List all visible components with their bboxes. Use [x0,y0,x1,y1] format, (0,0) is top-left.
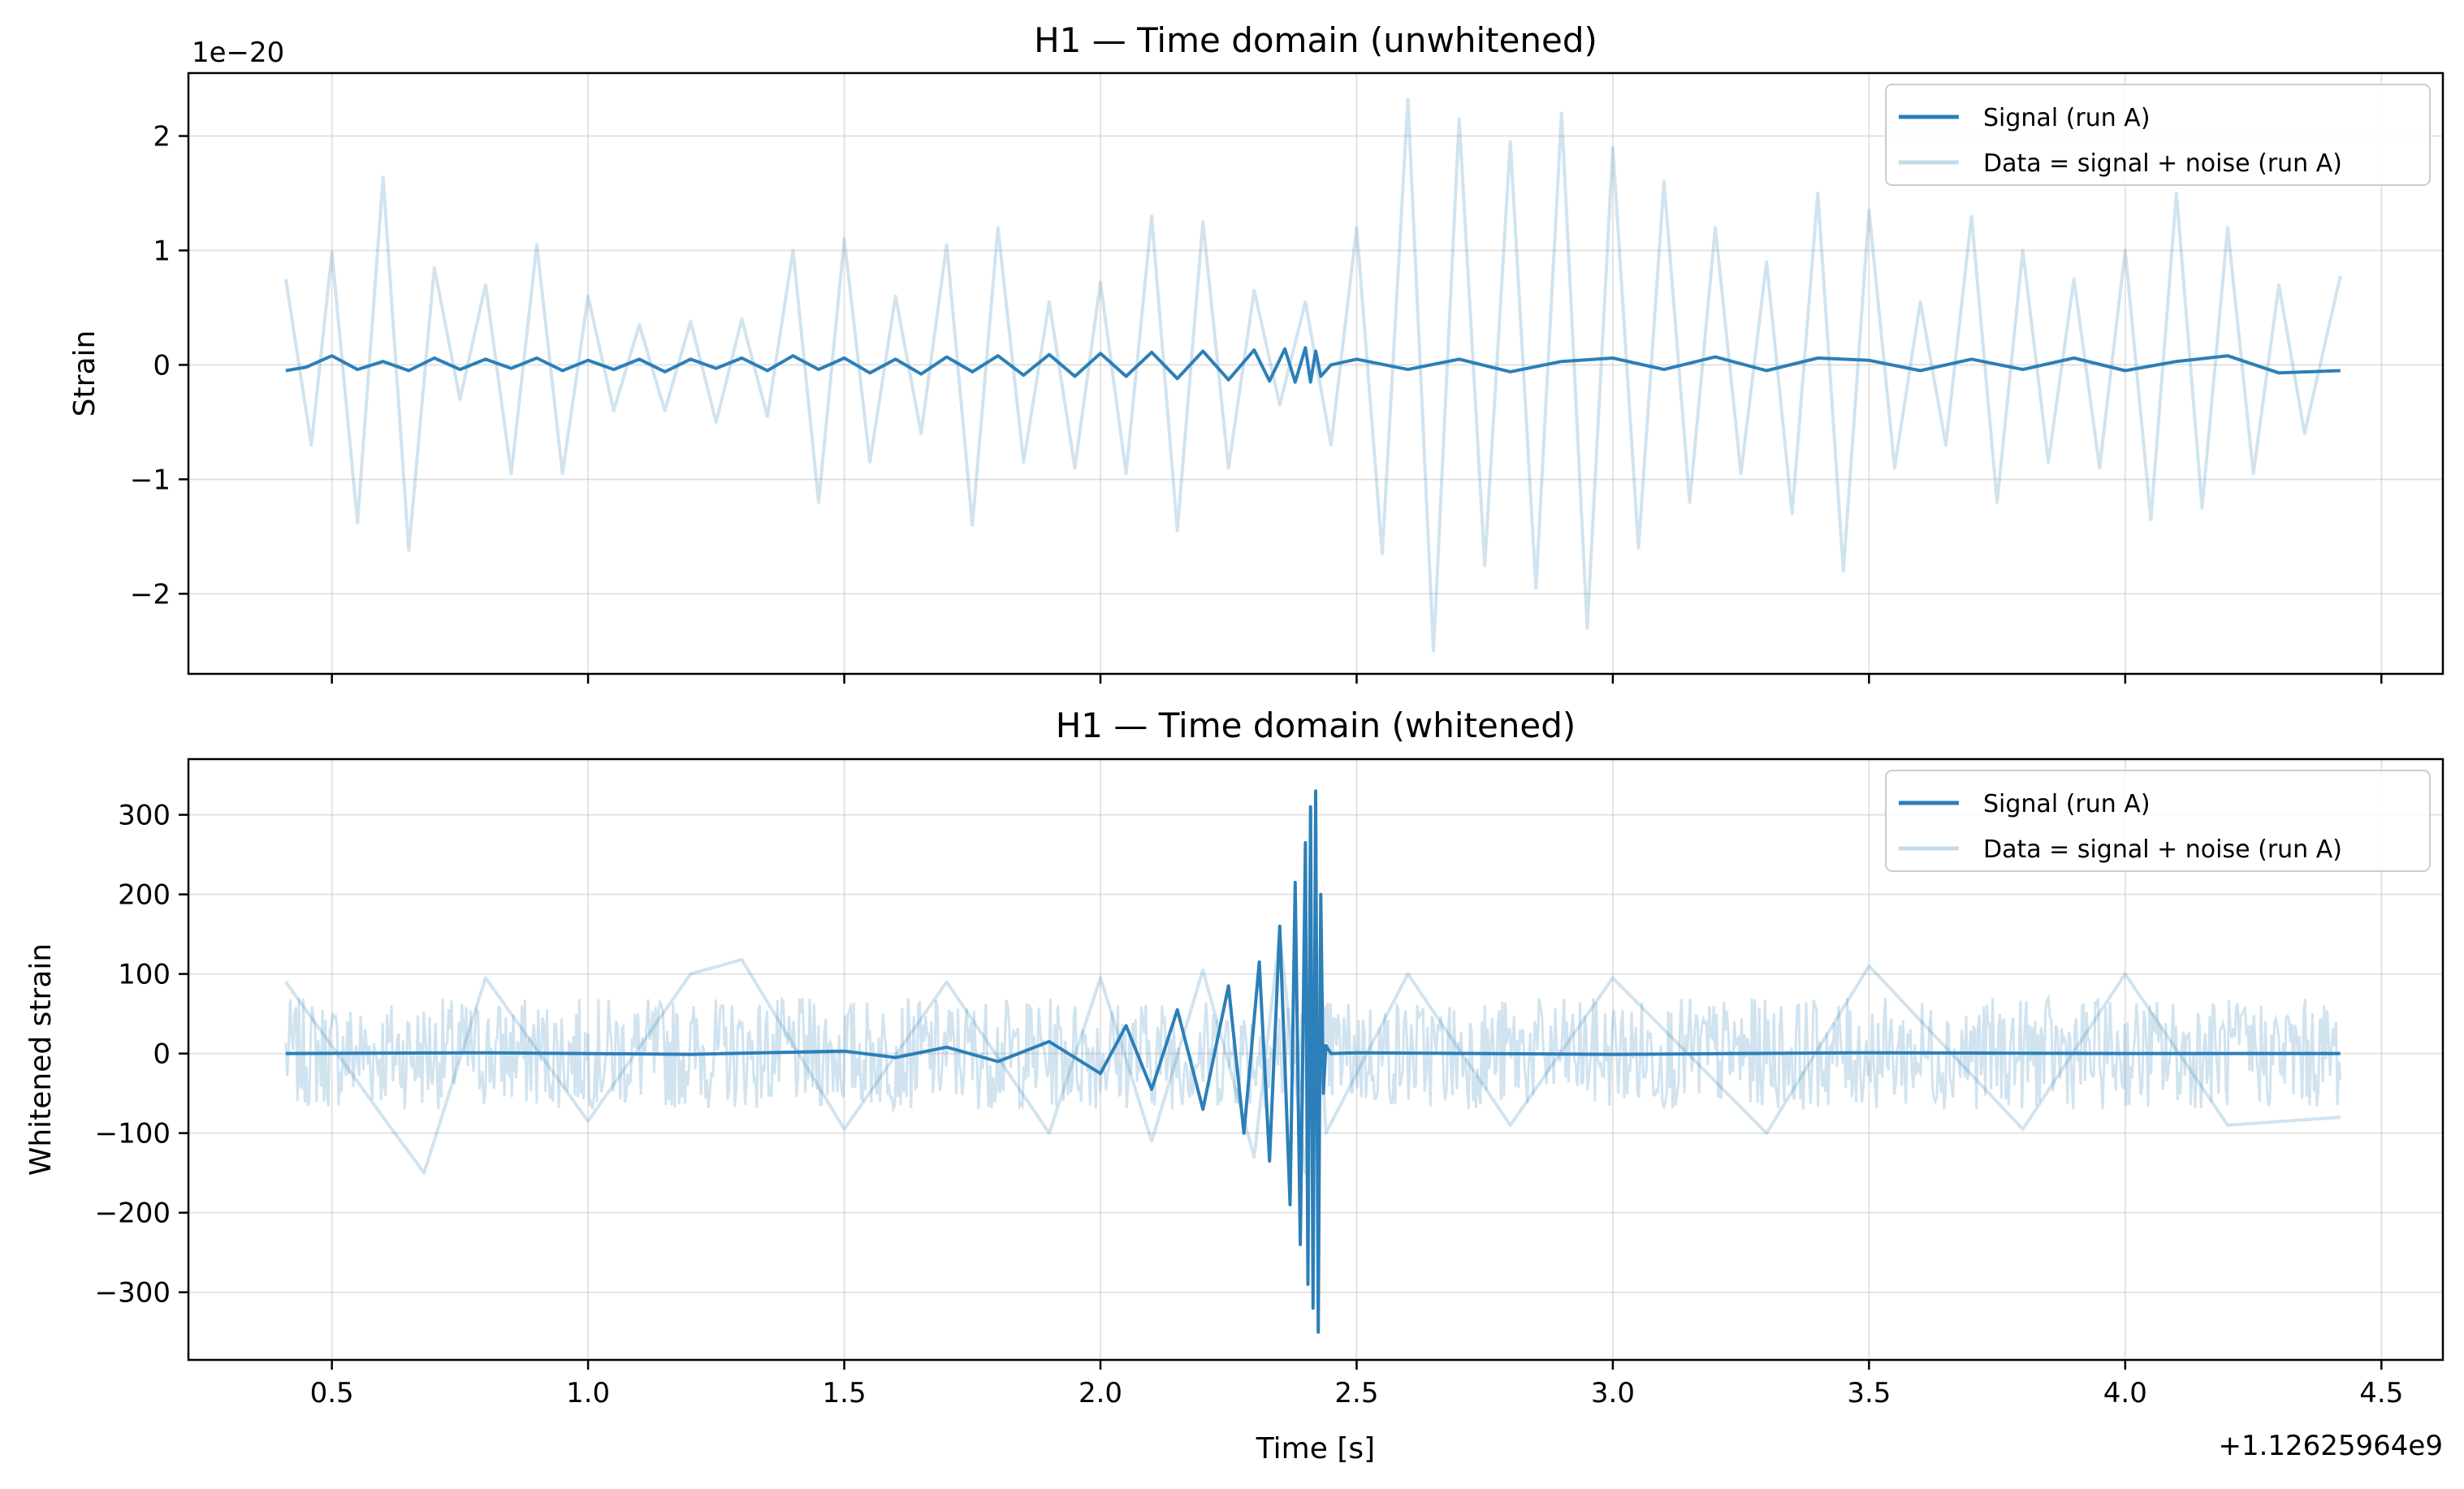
bottom-panel-x-axis-label: Time [s] [1256,1432,1375,1465]
y-tick-label: −300 [95,1277,171,1310]
bottom-panel-series [284,789,2342,1334]
top-panel-legend: Signal (run A) Data = signal + noise (run… [1885,84,2431,186]
x-tick-label: 1.0 [566,1377,610,1409]
y-tick-label: −100 [95,1118,171,1150]
y-tick-label: 2 [153,121,171,153]
top-panel-series [283,97,2342,653]
bottom-panel-title: H1 — Time domain (whitened) [1056,706,1576,745]
x-tick-label: 1.5 [823,1377,867,1409]
y-tick-label: 0 [153,349,171,382]
top-panel-y-axis-label: Strain [68,330,102,417]
y-tick-label: 200 [118,879,171,912]
x-tick-label: 3.0 [1591,1377,1635,1409]
legend-entry-label: Signal (run A) [1983,790,2151,818]
top-panel: −2 −1 0 1 2 H1 — Time domain (unwhitened) St… [68,20,2445,684]
y-tick-label: −1 [130,464,171,496]
top-panel-title: H1 — Time domain (unwhitened) [1034,20,1597,60]
x-tick-label: 4.5 [2359,1377,2403,1409]
x-tick-label: 3.5 [1847,1377,1891,1409]
series-line [283,97,2342,653]
x-tick-label: 2.0 [1079,1377,1122,1409]
y-tick-label: −200 [95,1198,171,1230]
legend-entry-label: Signal (run A) [1983,104,2151,132]
signal-series [285,789,2341,1334]
top-panel-frame [187,71,2445,675]
y-tick-label: 100 [118,959,171,991]
y-tick-label: 0 [153,1038,171,1071]
x-tick-label: 0.5 [310,1377,354,1409]
bottom-panel-y-ticks: −300 −200 −100 0 100 200 300 [95,800,188,1310]
bottom-panel-x-ticks: 0.5 1.0 1.5 2.0 2.5 3.0 3.5 4.0 4.5 [310,1360,2403,1409]
x-tick-label: 2.5 [1334,1377,1378,1409]
data-series [283,97,2342,653]
signal-series [285,346,2341,384]
legend-entry-label: Data = signal + noise (run A) [1983,835,2342,864]
top-panel-x-ticks [331,674,2383,684]
legend-box [1885,84,2431,186]
bottom-panel-y-axis-label: Whitened strain [24,943,58,1176]
bottom-panel-legend: Signal (run A) Data = signal + noise (run… [1885,770,2431,872]
bottom-panel-frame [187,757,2445,1362]
top-panel-y-ticks: −2 −1 0 1 2 [130,121,188,611]
series-line [284,924,2341,1175]
series-line [285,789,2341,1334]
y-tick-label: 300 [118,800,171,832]
legend-box [1885,770,2431,872]
series-line [285,346,2341,384]
y-tick-label: −2 [130,578,171,611]
bottom-panel: 0.5 1.0 1.5 2.0 2.5 3.0 3.5 4.0 4.5 −300 −200 −100… [24,706,2445,1465]
top-panel-y-scale-label: 1e−20 [192,37,284,69]
bottom-panel-x-offset-label: +1.12625964e9 [2218,1430,2443,1462]
legend-entry-label: Data = signal + noise (run A) [1983,149,2342,178]
x-tick-label: 4.0 [2103,1377,2147,1409]
y-tick-label: 1 [153,235,171,267]
